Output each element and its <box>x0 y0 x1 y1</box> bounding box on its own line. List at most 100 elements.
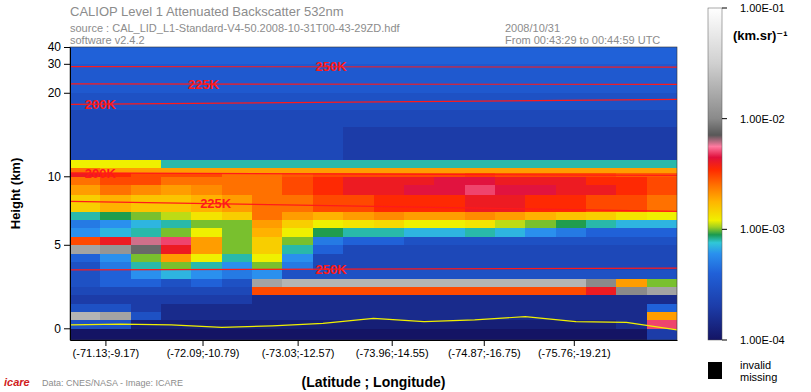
surface-line <box>70 317 677 330</box>
heat-cell <box>616 228 647 237</box>
heat-cell <box>343 211 374 220</box>
heat-cell <box>525 143 556 160</box>
heat-cell <box>647 278 677 287</box>
heat-cell <box>495 168 526 173</box>
x-tick-mark <box>392 340 393 346</box>
heat-cell <box>252 47 283 64</box>
heat-cell <box>556 168 587 173</box>
heat-cell <box>252 228 283 237</box>
heat-cell <box>556 270 587 279</box>
heat-cell <box>222 312 253 321</box>
heat-cell <box>313 93 344 110</box>
heat-cell <box>525 278 556 287</box>
heat-cell <box>525 220 556 229</box>
heat-cell <box>434 143 465 160</box>
x-tick: (-73.96;-14.55) <box>356 340 429 359</box>
heat-cell <box>647 228 677 237</box>
heat-cell <box>404 211 435 220</box>
heat-cell <box>616 312 647 321</box>
heat-cell <box>404 64 435 93</box>
heat-cell <box>465 109 496 126</box>
heat-cell <box>525 109 556 126</box>
heat-cell <box>100 295 131 304</box>
heat-cell <box>374 211 405 220</box>
heat-cell <box>252 253 283 262</box>
heat-cell <box>586 93 617 110</box>
lines <box>70 67 677 330</box>
heat-cell <box>252 109 283 126</box>
heat-cell <box>647 47 677 64</box>
heat-cell <box>465 295 496 304</box>
heat-cell <box>282 253 313 262</box>
isotherm-label: 250K <box>315 59 347 74</box>
heat-cell <box>222 168 253 173</box>
heat-cell <box>434 328 465 340</box>
heat-cell <box>374 320 405 329</box>
heat-cell <box>161 185 192 195</box>
heat-cell <box>647 143 677 160</box>
chart-container: 250K225K200K200K225K250K(-71.13;-9.17)(-… <box>0 0 811 392</box>
heat-cell <box>586 160 617 169</box>
heat-cell <box>131 168 162 173</box>
heat-cell <box>434 236 465 245</box>
heat-cell <box>161 109 192 126</box>
heat-cell <box>222 236 253 245</box>
heat-cell <box>161 211 192 220</box>
heat-cell <box>313 312 344 321</box>
heat-cell <box>70 126 101 143</box>
y-tick: 0 <box>54 322 70 336</box>
heat-cell <box>434 176 465 185</box>
heat-cell <box>252 185 283 195</box>
heat-cell <box>556 328 587 340</box>
heat-cell <box>465 236 496 245</box>
heat-cell <box>556 228 587 237</box>
heat-cell <box>616 211 647 220</box>
heat-cell <box>343 143 374 160</box>
heat-cell <box>161 220 192 229</box>
heat-cell <box>374 64 405 93</box>
heat-cell <box>586 253 617 262</box>
heat-cell <box>191 211 222 220</box>
heat-cell <box>434 287 465 296</box>
heat-cell <box>222 64 253 93</box>
heat-cell <box>434 278 465 287</box>
heat-cell <box>131 228 162 237</box>
heat-cell <box>343 328 374 340</box>
heat-cell <box>282 270 313 279</box>
heat-cell <box>313 168 344 173</box>
y-tick: 20 <box>48 86 70 100</box>
heat-cell <box>191 312 222 321</box>
heat-cell <box>525 126 556 143</box>
heat-cell <box>222 295 253 304</box>
heat-cell <box>404 245 435 254</box>
heat-cell <box>131 143 162 160</box>
heat-cell <box>465 278 496 287</box>
heat-cell <box>556 185 587 195</box>
heat-cell <box>586 47 617 64</box>
heat-cell <box>161 93 192 110</box>
heat-cell <box>647 253 677 262</box>
heat-cell <box>434 295 465 304</box>
chart-title: CALIOP Level 1 Attenuated Backscatter 53… <box>70 4 344 19</box>
chart-svg: 250K225K200K200K225K250K(-71.13;-9.17)(-… <box>0 0 811 392</box>
x-tick-label: (-73.03;-12.57) <box>262 347 335 359</box>
heat-cell <box>647 126 677 143</box>
heat-cell <box>282 328 313 340</box>
heat-cell <box>647 93 677 110</box>
colorbar-tick-label: 1.00E-04 <box>740 334 785 346</box>
heat-cell <box>647 220 677 229</box>
heat-cell <box>404 195 435 212</box>
heat-cell <box>434 270 465 279</box>
heat-cell <box>404 126 435 143</box>
missing-legend: invalidmissing <box>708 359 777 383</box>
heat-cell <box>70 287 101 296</box>
heat-cell <box>495 328 526 340</box>
heat-cell <box>495 303 526 312</box>
heat-cell <box>191 295 222 304</box>
heat-cell <box>252 143 283 160</box>
colorbar-title: (km.sr)⁻¹ <box>733 28 788 43</box>
heat-cell <box>525 176 556 185</box>
heat-cell <box>556 312 587 321</box>
heat-cell <box>404 303 435 312</box>
heat-cell <box>616 253 647 262</box>
